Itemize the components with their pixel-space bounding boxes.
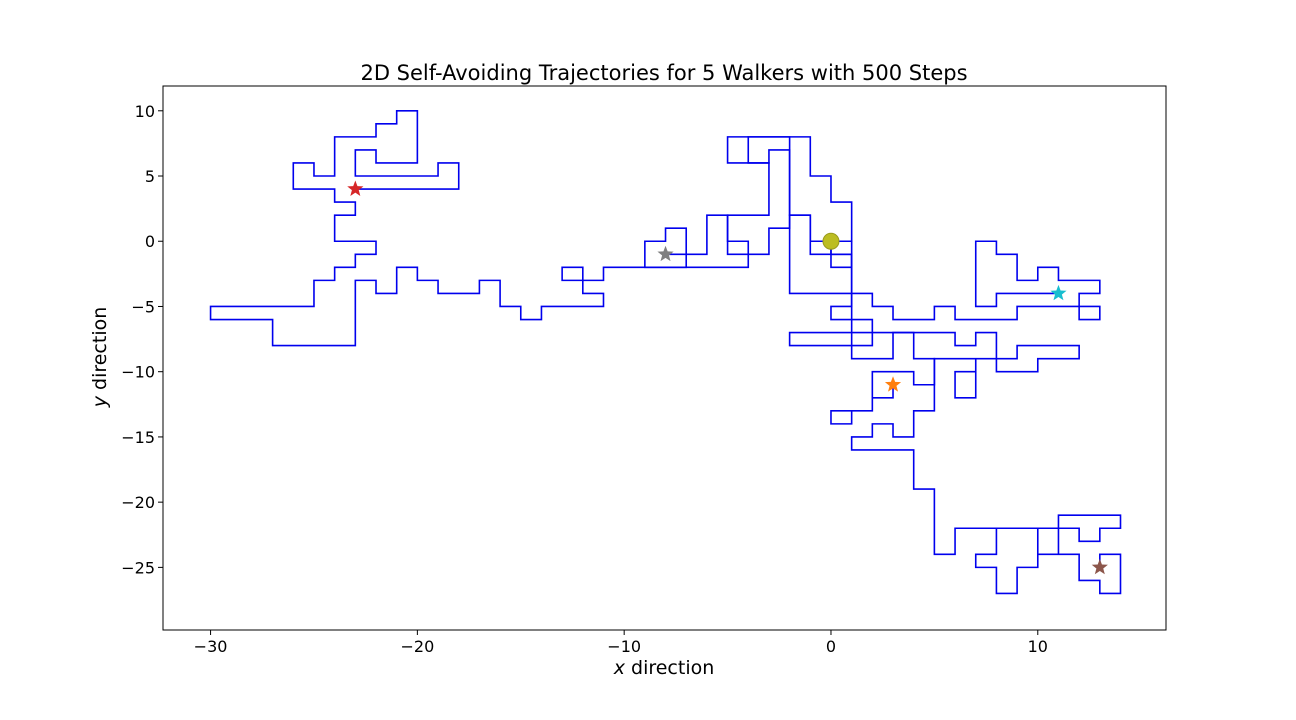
plot-frame	[162, 85, 1167, 631]
y-tick-label: 0	[145, 232, 155, 251]
x-tick-label: 10	[1028, 637, 1048, 656]
y-axis-label-text: direction	[89, 307, 111, 396]
y-axis-label: y direction	[89, 307, 111, 409]
y-axis-label-var: y	[89, 395, 111, 408]
walker-5-trajectory	[830, 240, 1122, 595]
walker-1-trajectory	[209, 109, 831, 347]
walker-3-end-star	[1050, 284, 1067, 301]
x-tick-label: 0	[826, 637, 836, 656]
origin-marker	[822, 232, 840, 250]
x-axis-label-text: direction	[625, 657, 714, 679]
y-tick-label: −5	[131, 297, 155, 316]
y-tick-label: 10	[135, 102, 155, 121]
x-tick-label: −10	[607, 637, 641, 656]
walker-1-end-star	[347, 180, 364, 196]
plot-area: −30 −20 −10 0 10 10 5 0 −5 −10 −15 −20 −25	[121, 85, 1167, 656]
y-tick-label: −15	[121, 428, 155, 447]
walker-4-end-star	[884, 376, 902, 392]
walker-2-end-star	[657, 245, 674, 262]
walker-2-trajectory	[644, 214, 853, 269]
y-tick-label: −25	[121, 558, 155, 577]
y-tick-label: −20	[121, 493, 155, 512]
x-tick-label: −30	[194, 637, 228, 656]
walker-5-end-star	[1091, 558, 1108, 575]
x-axis-label-var: x	[613, 657, 626, 679]
y-tick-label: 5	[145, 167, 155, 186]
walker-3-trajectory	[747, 136, 1101, 321]
x-tick-label: −20	[400, 637, 434, 656]
chart-title: 2D Self-Avoiding Trajectories for 5 Walk…	[360, 61, 967, 85]
walker-4-trajectory	[788, 241, 1080, 425]
x-axis-label: x direction	[613, 657, 715, 679]
y-tick-label: −10	[121, 363, 155, 382]
